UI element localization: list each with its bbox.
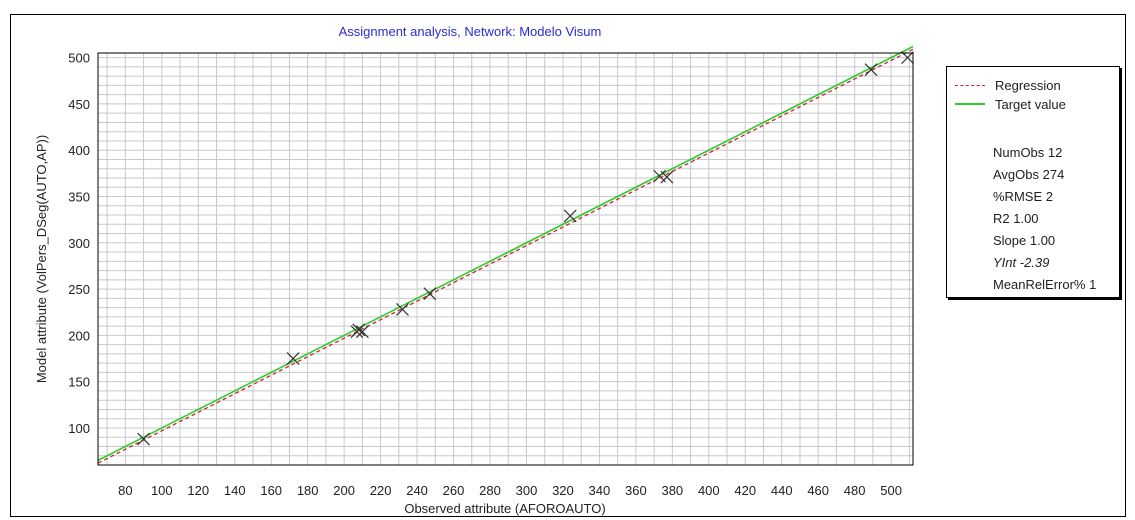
data-point [352,323,366,337]
target-line [97,45,914,462]
x-tick-label: 460 [807,483,829,498]
x-tick-label: 180 [297,483,319,498]
x-tick-label: 480 [844,483,866,498]
data-point-stroke [660,170,674,184]
x-tick-label: 400 [698,483,720,498]
stat-r2: R2 1.00 [993,211,1039,226]
data-point-stroke [653,169,666,183]
y-tick-label: 150 [68,375,90,390]
data-point [423,287,437,301]
stat-rmse: %RMSE 2 [993,189,1053,204]
regression-line [97,48,914,464]
stat-numobs: NumObs 12 [993,145,1063,160]
legend-target-label: Target value [995,96,1066,112]
x-tick-label: 80 [118,483,132,498]
x-tick-label: 320 [552,483,574,498]
grid-lines [98,53,913,465]
x-tick-label: 240 [406,483,428,498]
legend-item-target: Target value [955,96,1066,112]
x-tick-label: 440 [771,483,793,498]
y-tick-label: 400 [68,143,90,158]
stat-avgobs: AvgObs 274 [993,167,1065,182]
chart-title: Assignment analysis, Network: Modelo Vis… [338,24,602,39]
legend-item-regression: Regression [955,77,1061,93]
x-tick-label: 280 [479,483,501,498]
data-points [137,51,914,446]
x-tick-label: 260 [443,483,465,498]
x-tick-label: 420 [734,483,756,498]
data-point-stroke [286,352,300,365]
data-point [901,51,914,65]
data-point [286,352,300,365]
data-point [396,303,409,316]
x-tick-label: 120 [187,483,209,498]
stat-meanrelerror: MeanRelError% 1 [993,277,1097,292]
x-tick-label: 220 [370,483,392,498]
x-tick-label: 100 [151,483,173,498]
data-point-stroke [137,432,151,446]
data-point [137,432,151,446]
data-point-stroke [563,209,577,223]
y-tick-label: 200 [68,328,90,343]
y-tick-label: 250 [68,282,90,297]
stat-yint: YInt -2.39 [993,255,1050,270]
data-point-stroke [423,287,437,301]
y-tick-label: 500 [68,51,90,66]
tick-labels: 80 100 120 140 160 180 200 220 240 260 280 300 320 34… [68,51,902,498]
data-point [355,325,369,339]
data-point [660,170,674,184]
legend-regression-label: Regression [995,77,1061,93]
y-tick-label: 350 [68,190,90,205]
x-tick-label: 500 [880,483,902,498]
x-tick-label: 340 [589,483,611,498]
plot-border [97,52,914,466]
series-lines [97,45,914,464]
data-point-stroke [352,323,366,337]
data-point-stroke [396,303,409,316]
y-tick-label: 300 [68,236,90,251]
regression-swatch [955,84,985,86]
data-point-stroke [355,325,369,339]
plot-background [98,53,913,465]
data-point-stroke [901,51,914,65]
x-tick-label: 360 [625,483,647,498]
stat-slope: Slope 1.00 [993,233,1056,248]
x-tick-label: 160 [260,483,282,498]
target-swatch [955,103,985,105]
y-tick-label: 450 [68,97,90,112]
chart-legend: Regression Target value NumObs 12 AvgObs… [946,66,1120,298]
data-point [563,209,577,223]
y-axis-label: Model attribute (VolPers_DSeg(AUTO,AP)) [34,135,49,383]
x-tick-label: 140 [224,483,246,498]
x-tick-label: 380 [661,483,683,498]
data-point-stroke [864,63,878,77]
x-tick-label: 200 [333,483,355,498]
data-point [864,63,878,77]
x-tick-label: 300 [516,483,538,498]
y-tick-label: 100 [68,421,90,436]
x-axis-label: Observed attribute (AFOROAUTO) [404,501,605,516]
